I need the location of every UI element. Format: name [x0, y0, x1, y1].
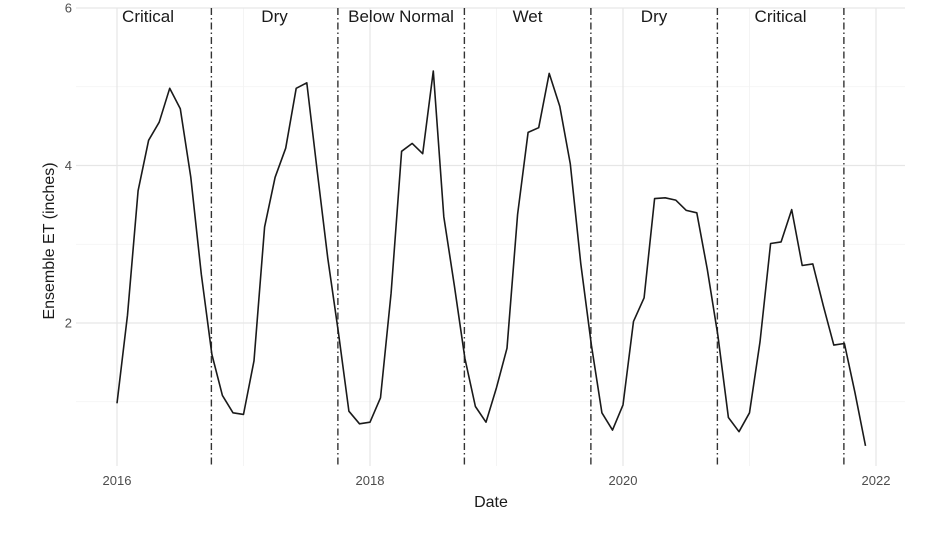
y-tick-label: 4	[65, 158, 72, 173]
water-year-type-label: Wet	[513, 7, 543, 26]
grid	[76, 7, 905, 466]
et-series-line	[116, 70, 867, 447]
y-axis-title: Ensemble ET (inches)	[41, 162, 58, 319]
water-year-type-labels: Critical Dry Below Normal Wet Dry Critical	[122, 7, 806, 26]
x-tick-label: 2022	[862, 473, 891, 488]
x-tick-label: 2018	[356, 473, 385, 488]
water-year-type-label: Below Normal	[348, 7, 454, 26]
water-year-type-label: Dry	[261, 7, 288, 26]
y-tick-label: 2	[65, 316, 72, 331]
y-tick-label: 6	[65, 1, 72, 16]
water-year-type-label: Critical	[755, 7, 807, 26]
water-year-dividers	[210, 8, 845, 466]
tick-labels: 2016 2018 2020 2022 2 4 6	[65, 1, 891, 489]
water-year-type-label: Critical	[122, 7, 174, 26]
series-layer	[116, 70, 867, 447]
x-axis-title: Date	[474, 494, 508, 511]
x-tick-label: 2020	[609, 473, 638, 488]
water-year-type-label: Dry	[641, 7, 668, 26]
x-tick-label: 2016	[103, 473, 132, 488]
